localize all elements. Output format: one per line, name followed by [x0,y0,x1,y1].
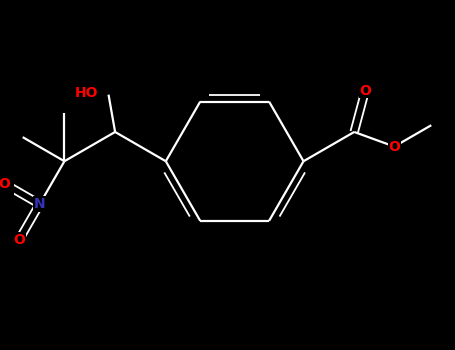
Text: O: O [0,176,10,190]
Text: O: O [359,84,371,98]
Text: N: N [34,197,46,211]
Text: O: O [389,140,400,154]
Text: O: O [13,233,25,247]
Text: HO: HO [75,86,98,100]
